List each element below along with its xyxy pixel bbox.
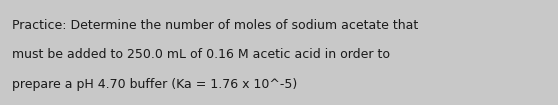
Text: prepare a pH 4.70 buffer (Ka = 1.76 x 10^-5): prepare a pH 4.70 buffer (Ka = 1.76 x 10… xyxy=(12,78,297,91)
Text: Practice: Determine the number of moles of sodium acetate that: Practice: Determine the number of moles … xyxy=(12,19,418,32)
Text: must be added to 250.0 mL of 0.16 M acetic acid in order to: must be added to 250.0 mL of 0.16 M acet… xyxy=(12,48,390,61)
